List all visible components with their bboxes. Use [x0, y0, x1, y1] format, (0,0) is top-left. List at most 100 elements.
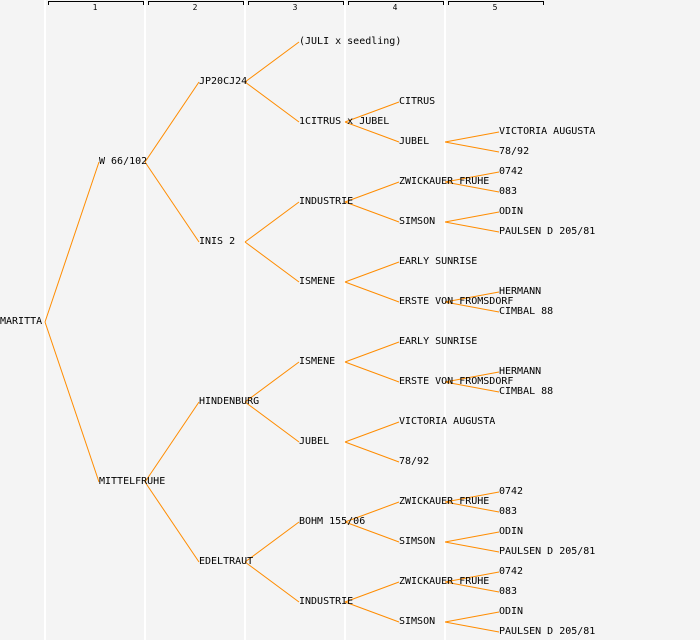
- pedigree-node[interactable]: EDELTRAUT: [199, 556, 254, 567]
- pedigree-link: [244, 201, 300, 243]
- pedigree-link: [444, 141, 500, 153]
- pedigree-link: [344, 521, 400, 543]
- pedigree-node[interactable]: 78/92: [499, 146, 530, 157]
- pedigree-link: [444, 621, 500, 633]
- pedigree-node[interactable]: HERMANN: [499, 366, 542, 377]
- pedigree-node[interactable]: CIMBAL 88: [499, 386, 554, 397]
- pedigree-link: [444, 381, 500, 393]
- pedigree-link: [344, 581, 400, 603]
- pedigree-link: [344, 201, 400, 223]
- generation-bracket: [448, 1, 544, 5]
- pedigree-link: [344, 281, 400, 303]
- pedigree-node[interactable]: ODIN: [499, 606, 524, 617]
- pedigree-node[interactable]: ERSTE VON FROMSDORF: [399, 376, 514, 387]
- pedigree-node[interactable]: ODIN: [499, 526, 524, 537]
- pedigree-node[interactable]: 083: [499, 186, 518, 197]
- pedigree-link: [444, 301, 500, 313]
- pedigree-link: [344, 101, 400, 123]
- pedigree-node[interactable]: EARLY SUNRISE: [399, 256, 478, 267]
- column-separator: [444, 0, 446, 640]
- pedigree-link: [144, 401, 200, 483]
- pedigree-link: [444, 291, 500, 303]
- generation-label: 2: [192, 3, 198, 12]
- pedigree-node[interactable]: SIMSON: [399, 216, 436, 227]
- pedigree-link: [244, 401, 300, 443]
- generation-label: 1: [92, 3, 98, 12]
- pedigree-node[interactable]: ODIN: [499, 206, 524, 217]
- pedigree-link: [444, 371, 500, 383]
- pedigree-node[interactable]: 78/92: [399, 456, 430, 467]
- pedigree-link: [344, 361, 400, 383]
- pedigree-link: [444, 581, 500, 593]
- pedigree-link: [244, 361, 300, 403]
- pedigree-node[interactable]: PAULSEN D 205/81: [499, 546, 596, 557]
- column-separator: [344, 0, 346, 640]
- pedigree-node[interactable]: 083: [499, 586, 518, 597]
- pedigree-link: [444, 531, 500, 543]
- pedigree-node[interactable]: JUBEL: [399, 136, 430, 147]
- pedigree-link: [444, 211, 500, 223]
- pedigree-link: [344, 341, 400, 363]
- generation-bracket: [148, 1, 244, 5]
- pedigree-link: [144, 81, 200, 163]
- pedigree-node[interactable]: 0742: [499, 566, 524, 577]
- pedigree-node[interactable]: W 66/102: [99, 156, 148, 167]
- generation-bracket: [348, 1, 444, 5]
- pedigree-link: [244, 241, 300, 283]
- column-separator: [44, 0, 46, 640]
- pedigree-node[interactable]: (JULI x seedling): [299, 36, 402, 47]
- pedigree-node[interactable]: INDUSTRIE: [299, 596, 354, 607]
- pedigree-link: [444, 171, 500, 183]
- pedigree-link: [344, 121, 400, 143]
- pedigree-node[interactable]: 083: [499, 506, 518, 517]
- pedigree-link: [444, 571, 500, 583]
- pedigree-link: [344, 501, 400, 523]
- pedigree-node[interactable]: 0742: [499, 486, 524, 497]
- pedigree-node[interactable]: 1CITRUS x JUBEL: [299, 116, 390, 127]
- pedigree-node[interactable]: ZWICKAUER FRUHE: [399, 176, 490, 187]
- pedigree-node[interactable]: VICTORIA AUGUSTA: [499, 126, 596, 137]
- pedigree-node[interactable]: ISMENE: [299, 356, 336, 367]
- pedigree-node[interactable]: CITRUS: [399, 96, 436, 107]
- pedigree-node[interactable]: INDUSTRIE: [299, 196, 354, 207]
- pedigree-link: [444, 611, 500, 623]
- pedigree-node[interactable]: ERSTE VON FROMSDORF: [399, 296, 514, 307]
- pedigree-node[interactable]: VICTORIA AUGUSTA: [399, 416, 496, 427]
- generation-bracket: [48, 1, 144, 5]
- pedigree-link: [44, 321, 100, 483]
- pedigree-link: [444, 181, 500, 193]
- pedigree-node[interactable]: ISMENE: [299, 276, 336, 287]
- pedigree-link: [444, 541, 500, 553]
- pedigree-node[interactable]: 0742: [499, 166, 524, 177]
- pedigree-node[interactable]: BOHM 155/06: [299, 516, 366, 527]
- pedigree-link: [344, 421, 400, 443]
- pedigree-node[interactable]: HERMANN: [499, 286, 542, 297]
- pedigree-node[interactable]: EARLY SUNRISE: [399, 336, 478, 347]
- pedigree-node[interactable]: HINDENBURG: [199, 396, 260, 407]
- pedigree-node[interactable]: PAULSEN D 205/81: [499, 626, 596, 637]
- pedigree-node[interactable]: JUBEL: [299, 436, 330, 447]
- pedigree-link: [344, 261, 400, 283]
- column-separator: [144, 0, 146, 640]
- pedigree-node[interactable]: MITTELFRUHE: [99, 476, 166, 487]
- pedigree-node[interactable]: INIS 2: [199, 236, 236, 247]
- generation-bracket: [248, 1, 344, 5]
- pedigree-link: [444, 131, 500, 143]
- generation-label: 3: [292, 3, 298, 12]
- pedigree-link: [244, 561, 300, 603]
- pedigree-node[interactable]: ZWICKAUER FRUHE: [399, 576, 490, 587]
- pedigree-node[interactable]: SIMSON: [399, 536, 436, 547]
- pedigree-node[interactable]: MARITTA: [0, 316, 43, 327]
- pedigree-link: [144, 481, 200, 563]
- pedigree-link: [344, 601, 400, 623]
- pedigree-link: [344, 441, 400, 463]
- pedigree-node[interactable]: SIMSON: [399, 616, 436, 627]
- pedigree-node[interactable]: PAULSEN D 205/81: [499, 226, 596, 237]
- pedigree-node[interactable]: JP20CJ24: [199, 76, 248, 87]
- pedigree-link: [244, 521, 300, 563]
- pedigree-node[interactable]: CIMBAL 88: [499, 306, 554, 317]
- pedigree-link: [144, 161, 200, 243]
- pedigree-link: [444, 501, 500, 513]
- pedigree-node[interactable]: ZWICKAUER FRUHE: [399, 496, 490, 507]
